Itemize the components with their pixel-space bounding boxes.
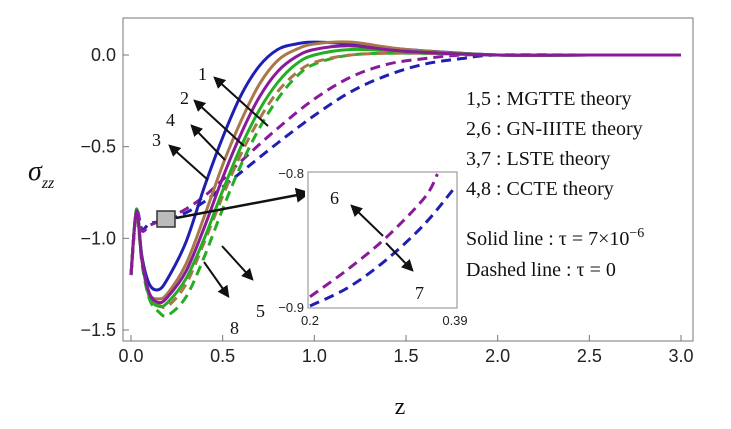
legend-entry-4: 4,8 : CCTE theory bbox=[466, 178, 614, 200]
inset-ytick-top: −0.8 bbox=[278, 166, 304, 181]
legend-entry-1: 1,5 : MGTTE theory bbox=[466, 88, 632, 110]
note-solid-exp: −6 bbox=[629, 226, 644, 241]
x-axis-ticks: 0.0 0.5 1.0 1.5 2.0 2.5 3.0 bbox=[118, 335, 694, 366]
y-axis-label-main: σ bbox=[28, 156, 43, 187]
inset-label-7: 7 bbox=[415, 283, 424, 303]
x-tick-label: 3.0 bbox=[668, 346, 693, 366]
zoom-marker bbox=[156, 210, 176, 228]
note-solid: Solid line : τ = 7×10−6 bbox=[466, 226, 644, 250]
x-axis-label: z bbox=[395, 394, 406, 420]
inset-layer bbox=[309, 173, 457, 308]
curve-label-2: 2 bbox=[180, 88, 189, 108]
curve-label-3: 3 bbox=[152, 130, 161, 150]
series-layer bbox=[129, 40, 681, 318]
series-line-4 bbox=[129, 44, 681, 305]
curve-arrow-1 bbox=[213, 76, 269, 127]
y-tick-label: −1.0 bbox=[80, 228, 116, 248]
curve-arrow-2 bbox=[193, 99, 245, 147]
inset-ytick-bottom: −0.9 bbox=[278, 300, 304, 315]
curve-label-8: 8 bbox=[230, 318, 239, 338]
y-axis-label-sub: zz bbox=[41, 175, 55, 192]
inset-arrow-6 bbox=[350, 204, 384, 237]
inset-label-6: 6 bbox=[330, 188, 339, 208]
inset-series-line-7 bbox=[309, 186, 457, 308]
y-tick-label: 0.0 bbox=[91, 45, 116, 65]
x-tick-label: 1.5 bbox=[393, 346, 418, 366]
plot-frame bbox=[122, 17, 694, 342]
y-axis-ticks: 0.0 −0.5 −1.0 −1.5 bbox=[80, 45, 129, 340]
note-solid-prefix: Solid line : τ = 7×10 bbox=[466, 228, 629, 250]
inset-frame bbox=[307, 171, 458, 309]
legend-entry-2: 2,6 : GN-IIITE theory bbox=[466, 118, 643, 140]
inset-series-line-6 bbox=[309, 173, 439, 298]
x-tick-label: 2.5 bbox=[577, 346, 602, 366]
curve-arrow-4 bbox=[190, 124, 226, 161]
x-tick-label: 2.0 bbox=[485, 346, 510, 366]
x-tick-label: 0.5 bbox=[210, 346, 235, 366]
curve-label-5: 5 bbox=[256, 301, 265, 321]
inset-background bbox=[305, 171, 455, 307]
x-tick-label: 0.0 bbox=[118, 346, 143, 366]
curve-label-4: 4 bbox=[166, 110, 175, 130]
inset-xtick-right: 0.39 bbox=[442, 313, 467, 328]
zoom-pointer bbox=[175, 187, 311, 220]
y-axis-label: σzz bbox=[28, 156, 55, 192]
inset-arrow-7 bbox=[385, 242, 414, 272]
curve-arrow-3 bbox=[168, 144, 209, 181]
curve-label-1: 1 bbox=[198, 64, 207, 84]
legend-entry-3: 3,7 : LSTE theory bbox=[466, 148, 610, 170]
note-dashed: Dashed line : τ = 0 bbox=[466, 259, 616, 281]
curve-arrow-5 bbox=[221, 245, 254, 281]
y-tick-label: −0.5 bbox=[80, 137, 116, 157]
y-tick-label: −1.5 bbox=[80, 320, 116, 340]
x-tick-label: 1.0 bbox=[302, 346, 327, 366]
curve-arrow-8 bbox=[203, 261, 230, 298]
inset-xtick-left: 0.2 bbox=[301, 313, 319, 328]
